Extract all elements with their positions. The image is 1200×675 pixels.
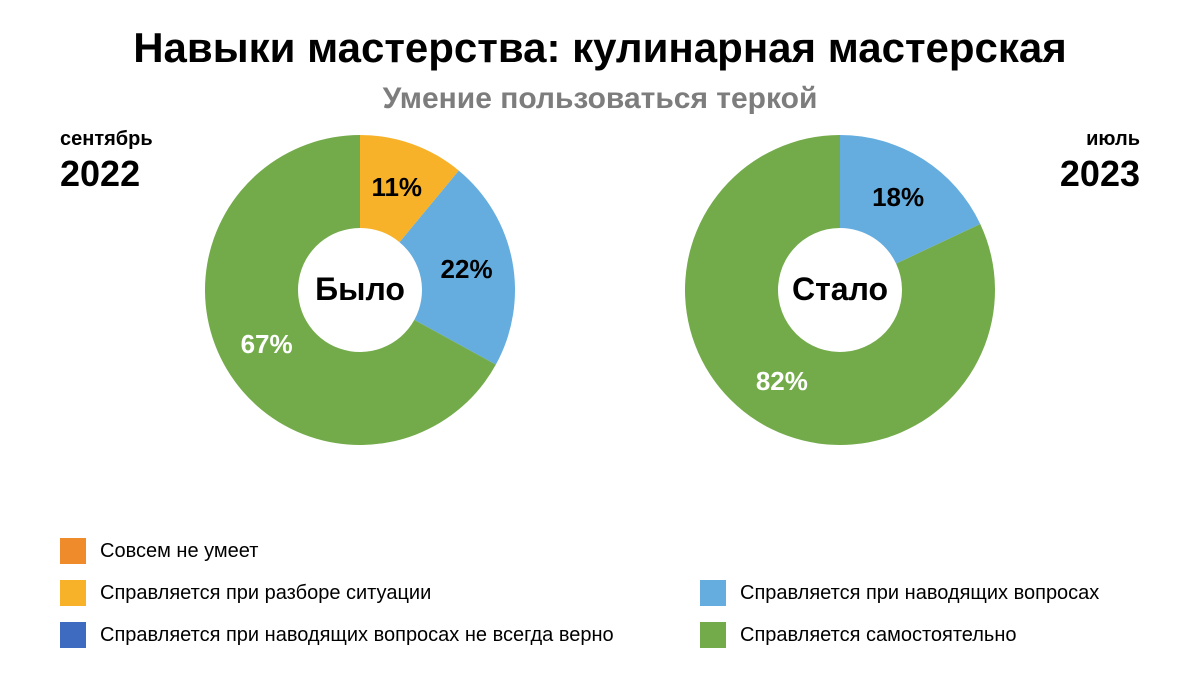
slice-percent-label: 82% bbox=[742, 366, 822, 397]
legend-item: Справляется самостоятельно bbox=[700, 622, 1017, 648]
legend-item: Совсем не умеет bbox=[60, 538, 258, 564]
legend-label: Справляется самостоятельно bbox=[740, 624, 1017, 647]
legend-item: Справляется при наводящих вопросах bbox=[700, 580, 1099, 606]
slice-percent-label: 67% bbox=[227, 329, 307, 360]
date-right-year: 2023 bbox=[1060, 153, 1140, 195]
slice-percent-label: 11% bbox=[357, 172, 437, 203]
legend-swatch bbox=[700, 622, 726, 648]
legend-swatch bbox=[60, 538, 86, 564]
legend-item: Справляется при наводящих вопросах не вс… bbox=[60, 622, 614, 648]
legend-swatch bbox=[60, 622, 86, 648]
legend-swatch bbox=[700, 580, 726, 606]
slice-percent-label: 18% bbox=[858, 182, 938, 213]
slice-percent-label: 22% bbox=[427, 254, 507, 285]
legend-swatch bbox=[60, 580, 86, 606]
page-title: Навыки мастерства: кулинарная мастерская bbox=[0, 24, 1200, 72]
date-left-year: 2022 bbox=[60, 153, 153, 195]
legend-item: Справляется при разборе ситуации bbox=[60, 580, 431, 606]
page-subtitle: Умение пользоваться теркой bbox=[0, 82, 1200, 116]
legend-label: Совсем не умеет bbox=[100, 540, 258, 563]
donut-center-label: Было bbox=[288, 271, 432, 308]
legend-label: Справляется при наводящих вопросах не вс… bbox=[100, 624, 614, 647]
donut-chart-after: 18% 82% Стало bbox=[680, 130, 1000, 450]
date-left-month: сентябрь bbox=[60, 128, 153, 151]
date-right-month: июль bbox=[1060, 128, 1140, 151]
legend-label: Справляется при разборе ситуации bbox=[100, 582, 431, 605]
donut-chart-before: 11% 22% 67% Было bbox=[200, 130, 520, 450]
date-left: сентябрь 2022 bbox=[60, 128, 153, 195]
date-right: июль 2023 bbox=[1060, 128, 1140, 195]
donut-center-label: Стало bbox=[768, 271, 912, 308]
legend-label: Справляется при наводящих вопросах bbox=[740, 582, 1099, 605]
page-root: Навыки мастерства: кулинарная мастерская… bbox=[0, 0, 1200, 675]
